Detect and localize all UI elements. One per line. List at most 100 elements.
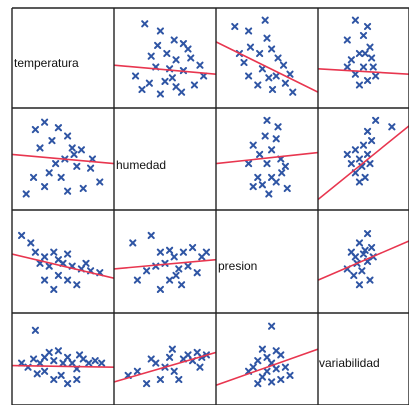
- data-point: [31, 125, 39, 134]
- data-point: [184, 262, 192, 270]
- data-point: [268, 322, 276, 330]
- data-point: [361, 49, 369, 58]
- data-point: [64, 250, 72, 258]
- panel-humedad-vs-temperatura: [12, 118, 114, 198]
- regression-line: [12, 253, 114, 280]
- regression-line: [114, 351, 216, 383]
- data-point: [184, 45, 192, 53]
- data-point: [131, 72, 140, 80]
- data-point: [200, 72, 208, 80]
- data-point: [177, 281, 186, 289]
- regression-line: [114, 258, 216, 270]
- data-point: [361, 246, 369, 254]
- data-point: [29, 355, 38, 363]
- data-point: [368, 137, 376, 145]
- data-point: [366, 276, 374, 284]
- data-point: [138, 85, 146, 94]
- data-point: [372, 116, 380, 124]
- data-point: [268, 85, 277, 94]
- data-point: [45, 262, 53, 270]
- data-point: [187, 54, 195, 62]
- data-point: [147, 52, 155, 60]
- data-point: [351, 16, 359, 24]
- data-point: [31, 248, 39, 256]
- data-point: [366, 160, 374, 168]
- data-point: [231, 22, 239, 31]
- data-point: [154, 41, 162, 49]
- data-point: [143, 380, 151, 388]
- data-point: [27, 239, 35, 247]
- data-point: [50, 248, 58, 256]
- data-point: [245, 72, 253, 80]
- data-point: [98, 359, 106, 367]
- data-point: [79, 184, 87, 193]
- data-point: [48, 137, 56, 145]
- data-point: [265, 190, 273, 198]
- data-point: [179, 40, 187, 48]
- data-point: [156, 90, 164, 98]
- data-point: [77, 146, 85, 154]
- data-point: [268, 146, 276, 154]
- data-point: [254, 380, 262, 388]
- data-point: [50, 285, 58, 293]
- data-point: [256, 49, 264, 58]
- data-point: [254, 173, 262, 181]
- data-point: [168, 345, 176, 353]
- data-point: [355, 49, 364, 58]
- data-point: [358, 267, 366, 275]
- data-point: [64, 276, 72, 284]
- data-point: [156, 248, 164, 256]
- variable-label-humedad: humedad: [116, 158, 166, 172]
- data-point: [36, 359, 44, 367]
- data-point: [343, 63, 351, 71]
- data-point: [363, 150, 372, 158]
- data-point: [261, 132, 269, 140]
- data-point: [261, 16, 269, 24]
- data-point: [41, 118, 49, 126]
- regression-line: [216, 41, 318, 93]
- data-point: [18, 231, 26, 240]
- data-point: [156, 285, 164, 293]
- data-point: [245, 160, 253, 168]
- data-point: [278, 169, 286, 177]
- data-point: [254, 81, 262, 89]
- panel-temperatura-vs-variabilidad: [318, 16, 409, 89]
- data-point: [190, 81, 199, 89]
- variable-label-variabilidad: variabilidad: [319, 356, 380, 370]
- data-point: [184, 351, 192, 359]
- data-point: [133, 367, 141, 375]
- regression-line: [318, 125, 409, 201]
- data-point: [161, 77, 169, 85]
- data-point: [143, 267, 151, 275]
- data-point: [41, 276, 49, 284]
- regression-line: [114, 64, 216, 75]
- data-point: [68, 144, 76, 152]
- data-point: [240, 58, 248, 67]
- data-point: [368, 54, 376, 62]
- data-point: [258, 373, 266, 381]
- data-point: [166, 353, 174, 361]
- variable-label-presion: presion: [218, 259, 257, 273]
- data-point: [196, 363, 204, 371]
- regression-line: [12, 153, 114, 165]
- data-point: [156, 375, 164, 384]
- data-point: [45, 348, 53, 357]
- data-point: [177, 88, 186, 96]
- data-point: [355, 81, 364, 89]
- data-point: [347, 160, 355, 168]
- data-point: [286, 371, 294, 379]
- data-point: [245, 27, 253, 35]
- data-point: [129, 239, 137, 247]
- regression-line: [216, 348, 318, 386]
- data-point: [166, 276, 174, 284]
- data-point: [145, 79, 153, 87]
- data-point: [41, 183, 49, 191]
- data-point: [281, 79, 289, 87]
- data-point: [359, 31, 368, 40]
- data-point: [45, 169, 53, 177]
- matrix-borders: [11, 7, 409, 405]
- data-point: [73, 162, 81, 170]
- data-point: [272, 135, 280, 143]
- data-point: [355, 239, 364, 247]
